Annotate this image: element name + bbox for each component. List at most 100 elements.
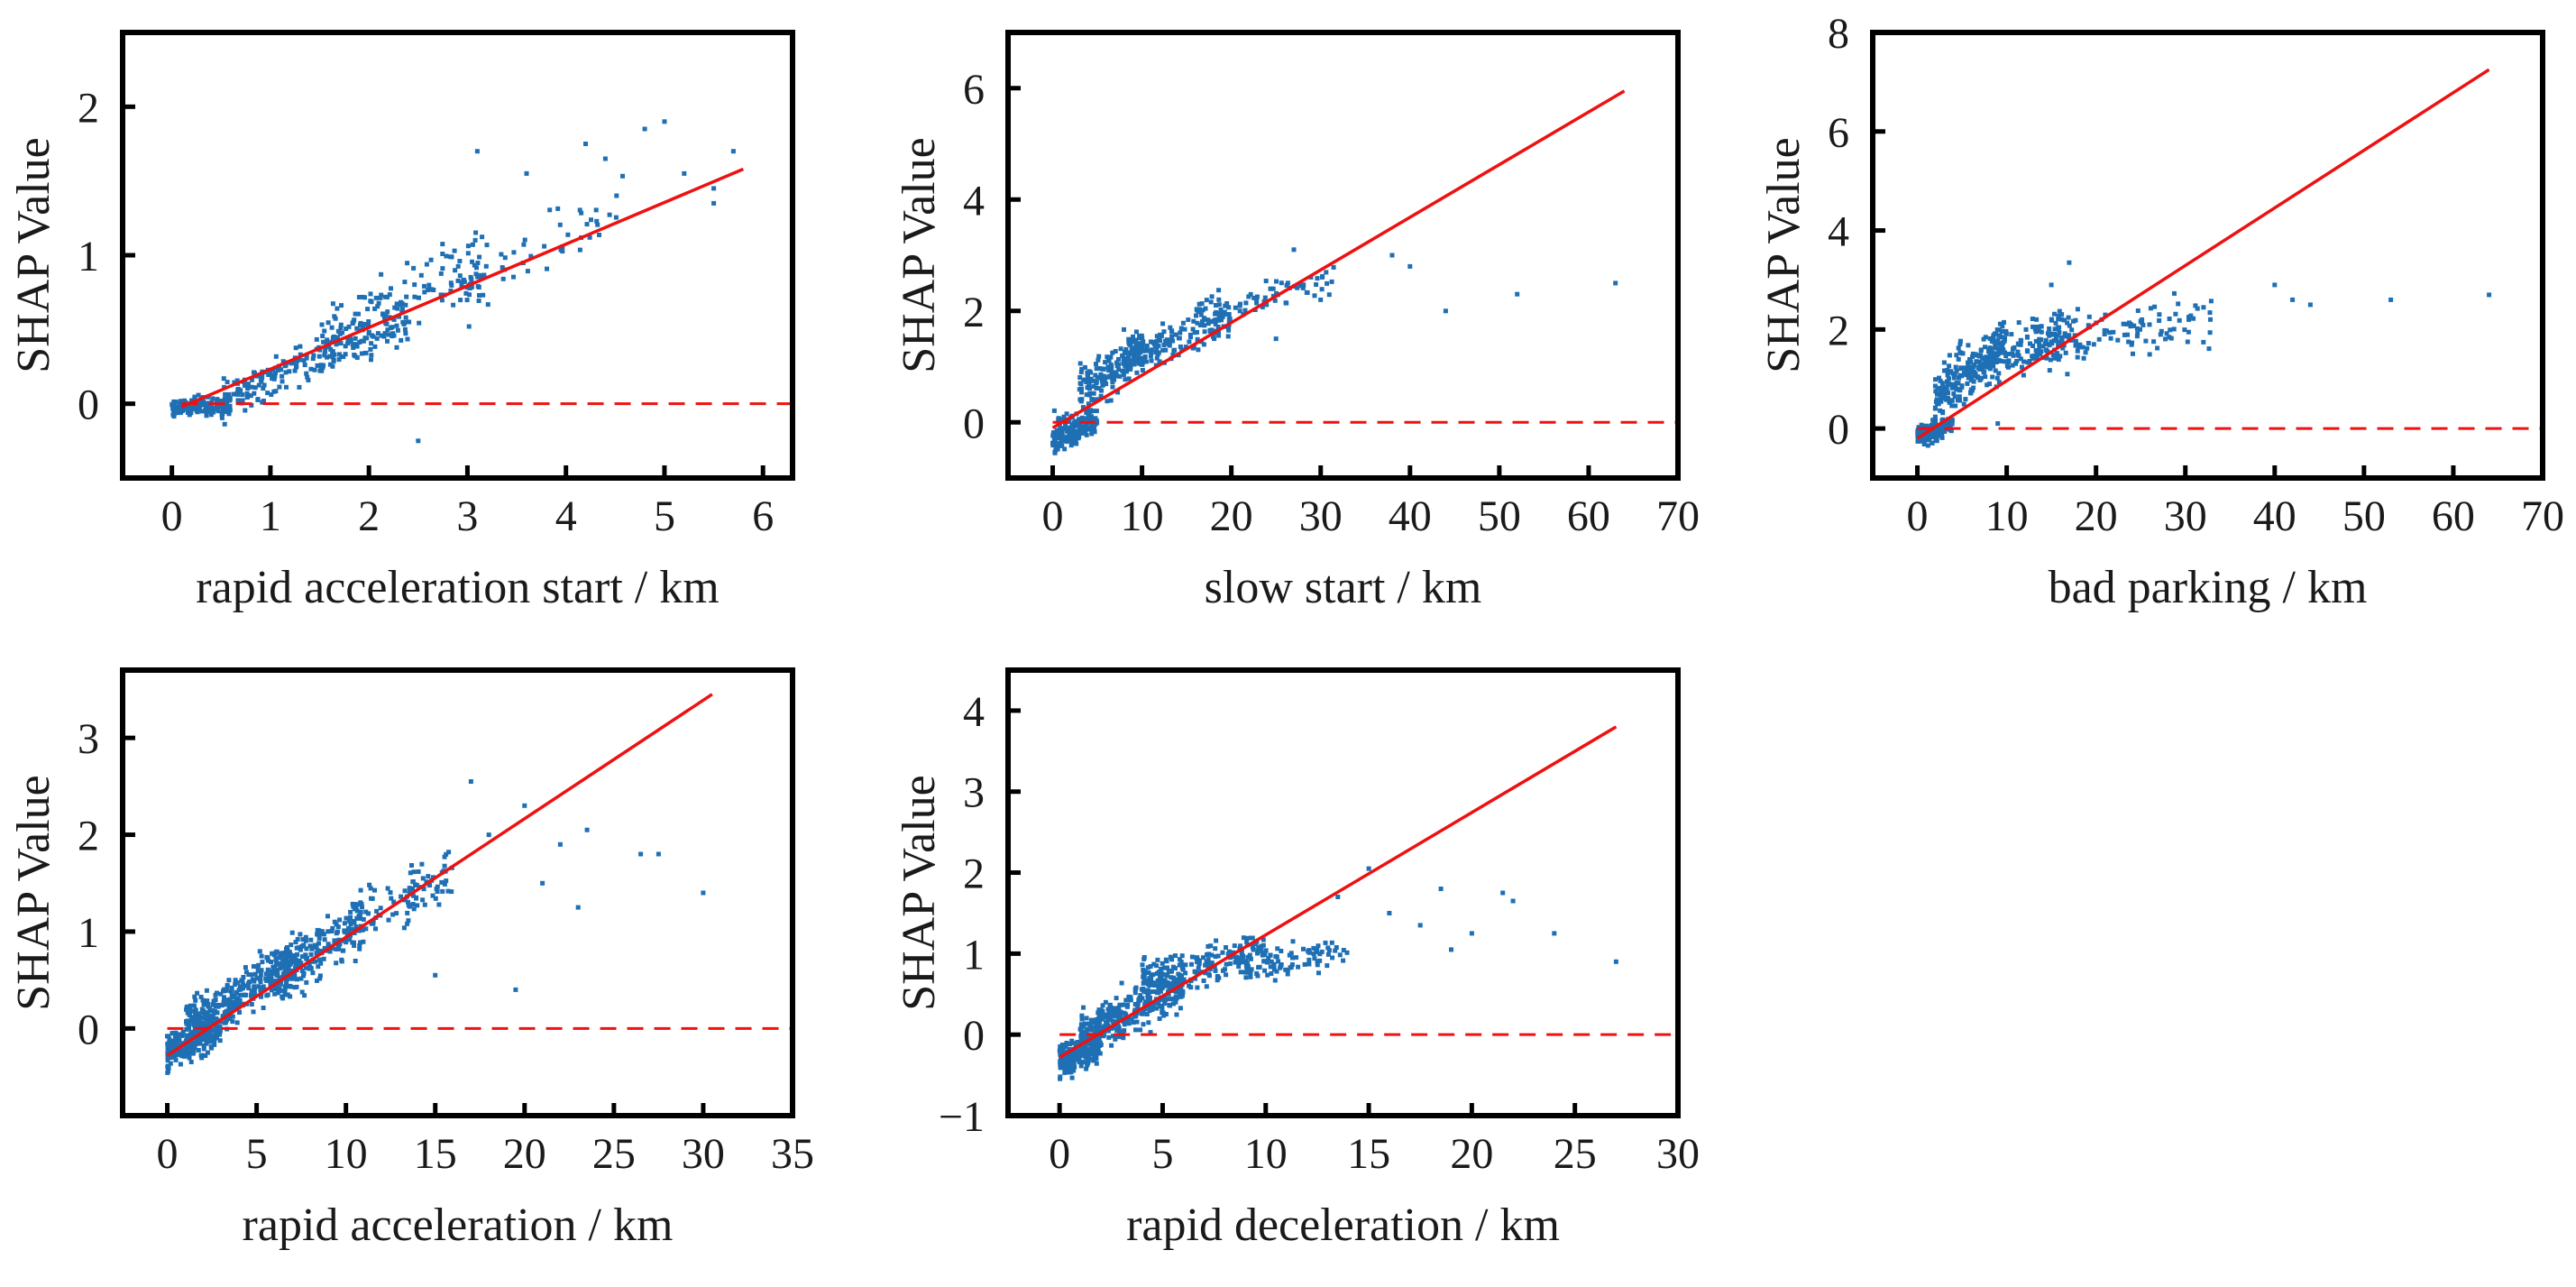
scatter-point <box>258 975 263 980</box>
scatter-point <box>477 254 482 260</box>
scatter-point <box>1059 437 1064 442</box>
scatter-point <box>1079 415 1085 420</box>
scatter-point <box>1270 286 1276 291</box>
scatter-point <box>1059 1059 1064 1064</box>
scatter-point <box>281 970 287 976</box>
scatter-point <box>192 406 197 411</box>
scatter-point <box>1956 345 1961 351</box>
scatter-point <box>1094 1037 1099 1043</box>
scatter-point <box>1991 333 1996 338</box>
scatter-point <box>293 345 298 351</box>
scatter-point <box>426 288 431 292</box>
scatter-point <box>545 266 549 271</box>
scatter-point <box>1970 354 1975 359</box>
scatter-point <box>449 889 454 895</box>
scatter-point <box>352 342 357 347</box>
scatter-point <box>451 302 456 308</box>
scatter-point <box>303 952 308 958</box>
scatter-point <box>1170 981 1176 986</box>
scatter-point <box>1203 970 1208 976</box>
scatter-point <box>597 233 601 237</box>
scatter-point <box>1114 363 1120 369</box>
scatter-point <box>2054 338 2059 344</box>
scatter-point <box>1194 955 1199 961</box>
scatter-point <box>259 953 264 959</box>
scatter-point <box>227 997 233 1002</box>
scatter-point <box>407 890 412 896</box>
scatter-point <box>322 353 327 358</box>
scatter-point <box>193 1014 198 1019</box>
scatter-point <box>1069 437 1074 442</box>
scatter-point <box>466 324 472 329</box>
scatter-point <box>1067 1070 1072 1075</box>
scatter-point <box>394 911 399 916</box>
scatter-point <box>2182 327 2187 333</box>
scatter-point <box>371 334 376 339</box>
scatter-point <box>1203 962 1208 968</box>
scatter-point <box>246 972 252 977</box>
scatter-point <box>197 408 202 412</box>
scatter-point <box>345 341 351 346</box>
scatter-point <box>203 1035 207 1041</box>
scatter-point <box>1077 1039 1083 1044</box>
scatter-point <box>1968 387 1974 392</box>
scatter-point <box>250 989 255 994</box>
scatter-point <box>1123 351 1128 356</box>
scatter-point-outlier <box>701 890 706 896</box>
scatter-point <box>1239 948 1244 953</box>
scatter-point <box>439 879 445 885</box>
scatter-point <box>1094 381 1099 386</box>
scatter-point <box>1326 292 1332 298</box>
scatter-point <box>208 403 214 408</box>
scatter-point <box>1932 383 1938 389</box>
scatter-point <box>1099 1009 1105 1015</box>
scatter-point <box>217 1028 223 1034</box>
scatter-point <box>223 1020 228 1025</box>
scatter-point <box>1116 356 1121 362</box>
scatter-point <box>230 1014 235 1019</box>
scatter-point <box>1126 376 1132 382</box>
scatter-point-outlier <box>1443 308 1448 314</box>
x-tick-label: 70 <box>2521 492 2564 540</box>
scatter-point <box>389 896 394 901</box>
scatter-point <box>2006 359 2012 364</box>
scatter-point <box>270 376 275 382</box>
scatter-point <box>324 339 329 345</box>
scatter-point <box>1117 1002 1123 1007</box>
scatter-point <box>196 392 201 398</box>
scatter-point <box>620 173 625 179</box>
scatter-point <box>426 882 432 887</box>
scatter-point <box>595 222 600 227</box>
scatter-point <box>334 922 339 927</box>
scatter-point <box>2038 352 2043 357</box>
scatter-point <box>1077 425 1082 430</box>
scatter-point <box>1194 313 1198 318</box>
scatter-point <box>442 881 447 887</box>
scatter-point <box>1945 372 1950 378</box>
scatter-point <box>1064 1041 1069 1045</box>
scatter-point <box>1983 374 1988 380</box>
scatter-point <box>362 351 368 356</box>
scatter-point <box>1098 1007 1104 1013</box>
scatter-point <box>1960 351 1966 356</box>
scatter-point <box>1160 347 1166 353</box>
scatter-point <box>243 382 247 388</box>
scatter-point <box>227 395 233 400</box>
scatter-point <box>1183 345 1188 350</box>
scatter-point <box>1083 1054 1088 1060</box>
scatter-point <box>268 370 273 375</box>
scatter-point <box>202 1016 207 1021</box>
scatter-point <box>461 277 466 282</box>
scatter-point <box>1132 356 1138 362</box>
scatter-point <box>191 1008 196 1014</box>
scatter-point <box>1939 393 1945 399</box>
scatter-point <box>173 1053 178 1058</box>
scatter-point <box>2034 317 2040 322</box>
scatter-point <box>1213 321 1218 326</box>
scatter-point <box>282 984 288 989</box>
scatter-point <box>298 961 304 966</box>
scatter-point <box>1086 426 1092 430</box>
scatter-point <box>1324 270 1329 275</box>
scatter-point <box>1933 419 1939 425</box>
